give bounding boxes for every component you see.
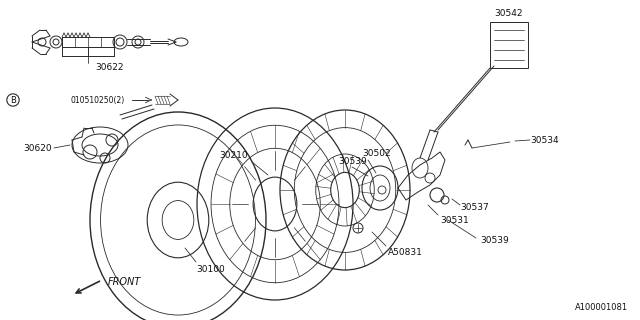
Text: 30534: 30534: [530, 135, 559, 145]
Text: 30531: 30531: [440, 215, 468, 225]
Bar: [490, 22, 528, 68]
Text: FRONT: FRONT: [108, 277, 141, 287]
Text: A100001081: A100001081: [575, 303, 628, 312]
Text: 010510250(2): 010510250(2): [70, 95, 124, 105]
Text: 30622: 30622: [96, 62, 124, 71]
Bar: [62, 37, 114, 47]
Text: 30210: 30210: [220, 151, 248, 160]
Text: B: B: [10, 95, 16, 105]
Text: 30537: 30537: [460, 203, 489, 212]
Text: 30620: 30620: [24, 143, 52, 153]
Text: 30539: 30539: [480, 236, 509, 244]
Text: 30542: 30542: [495, 9, 524, 18]
Text: 30539: 30539: [338, 157, 367, 166]
Text: 30100: 30100: [196, 265, 225, 274]
Text: A50831: A50831: [388, 248, 423, 257]
Text: 30502: 30502: [362, 149, 390, 158]
